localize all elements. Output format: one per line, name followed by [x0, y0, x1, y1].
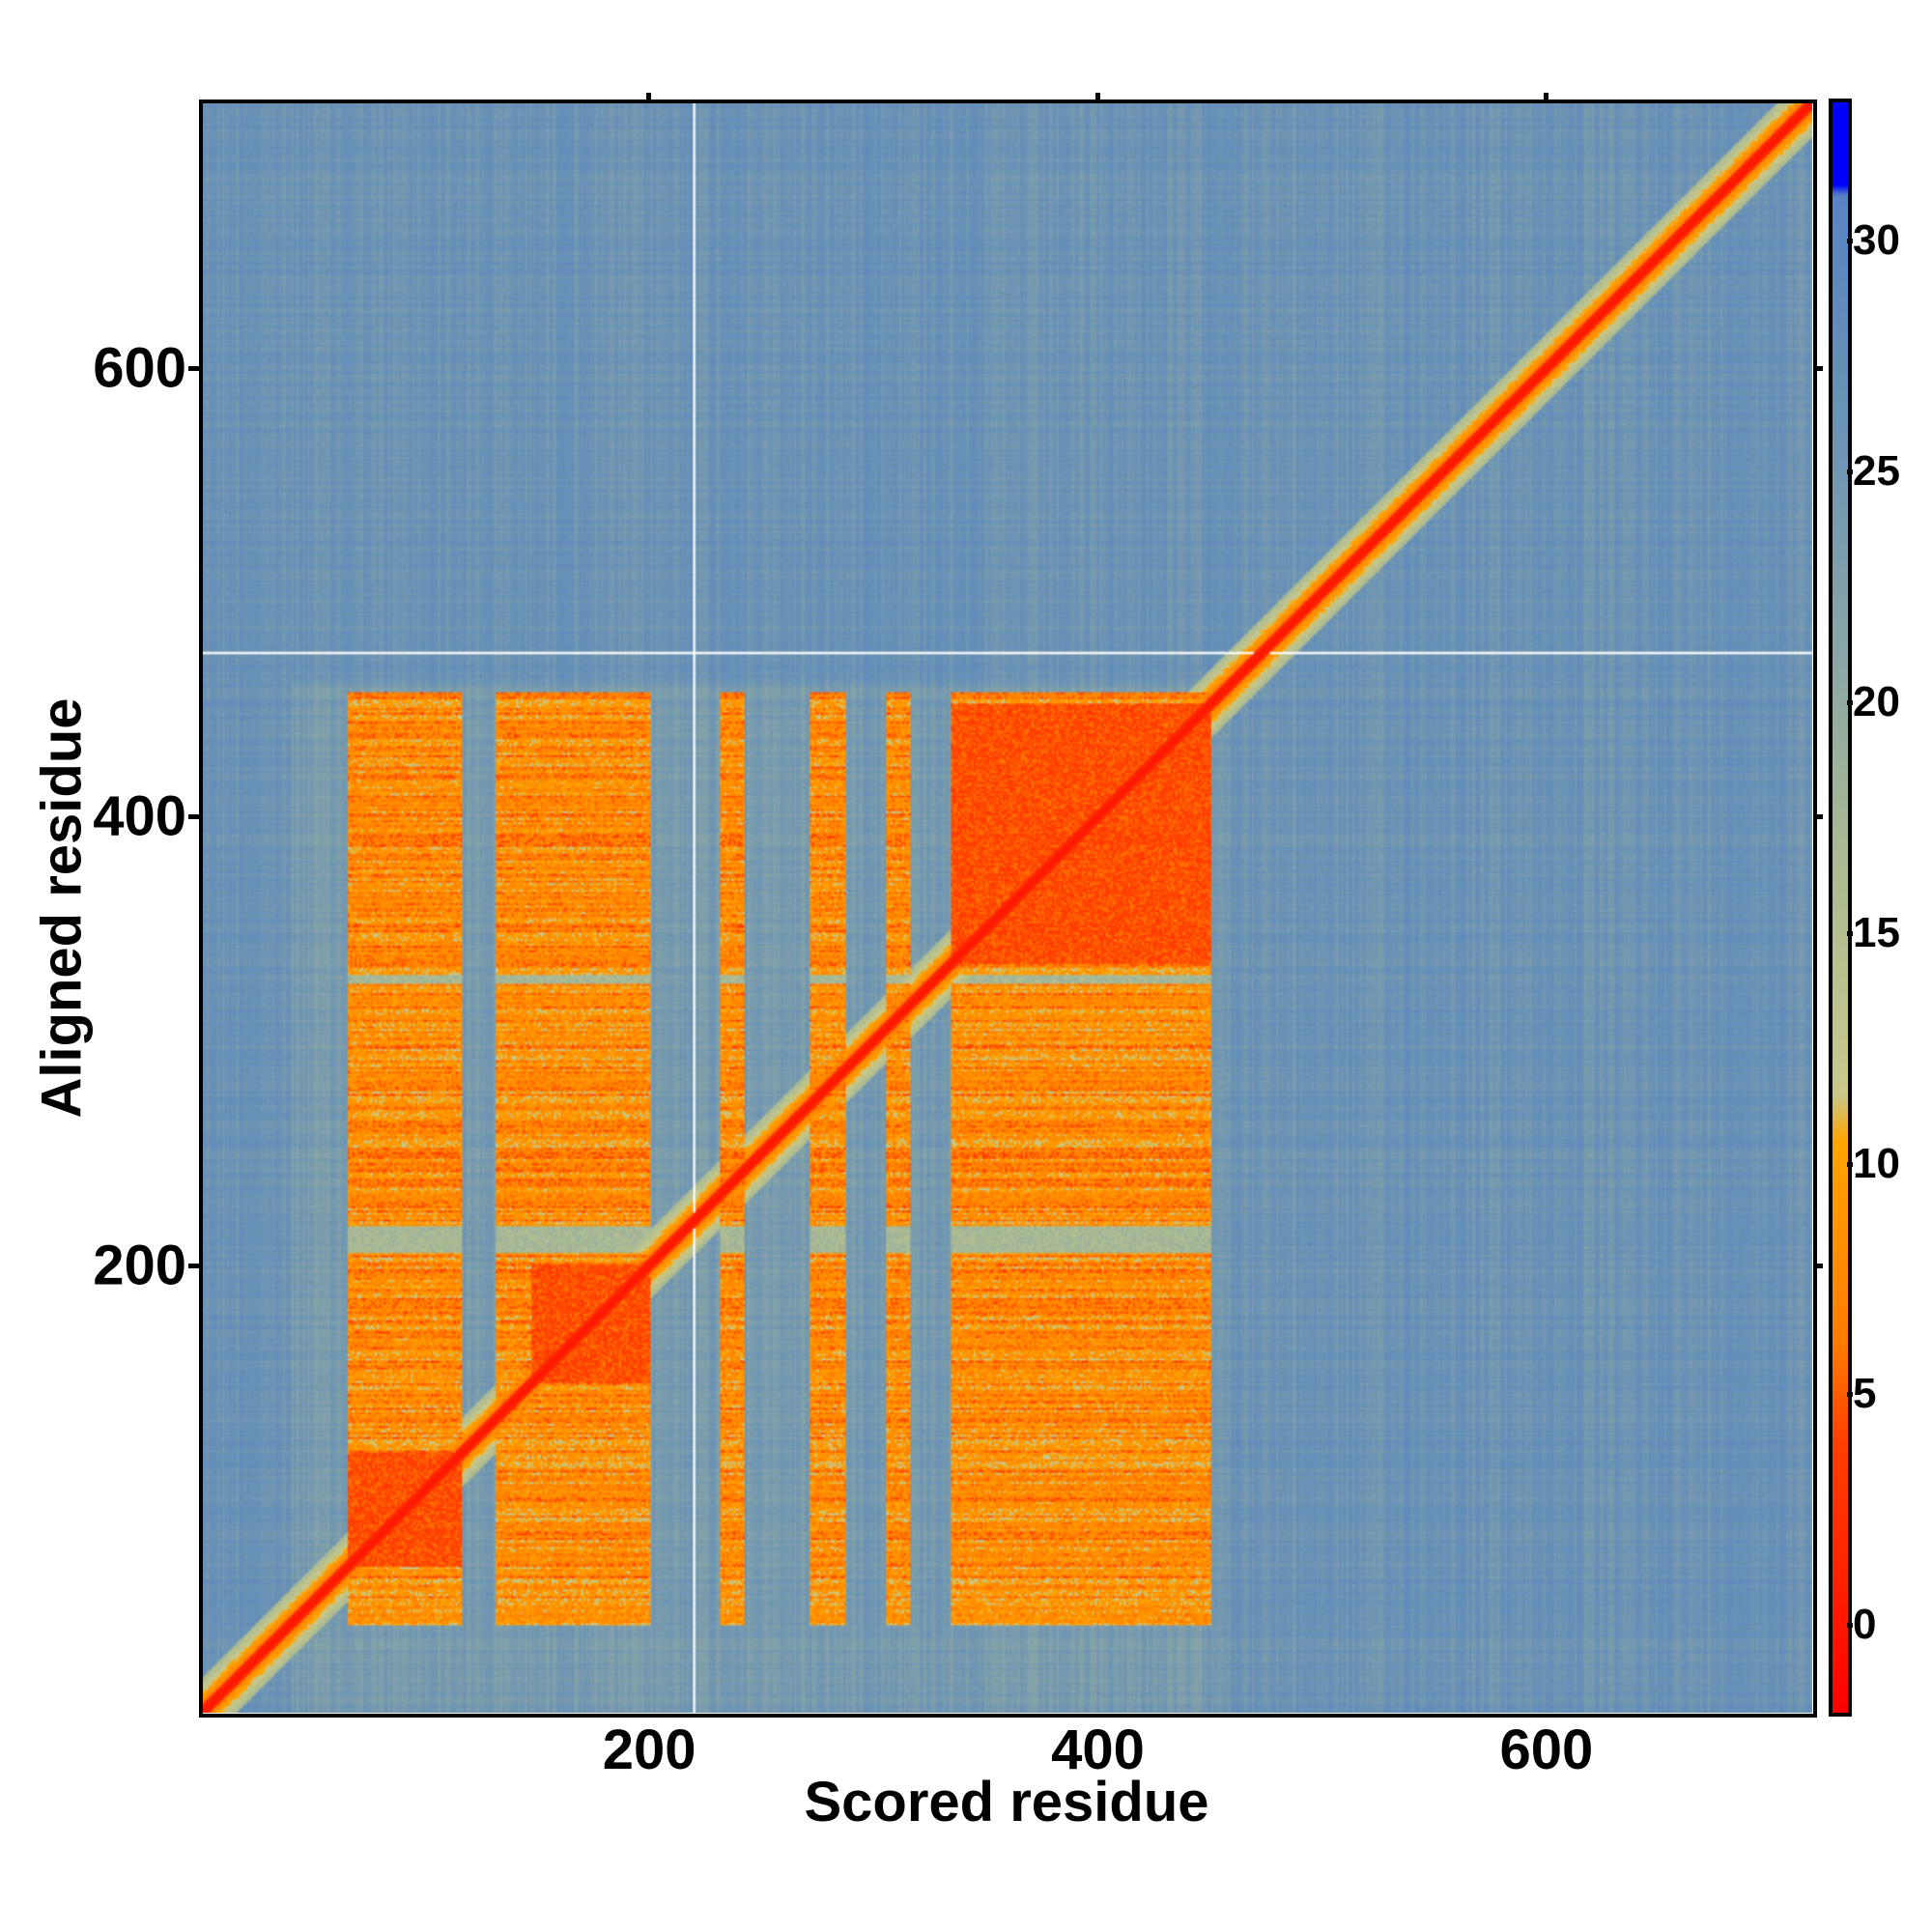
colorbar-tick-label: 30 [1853, 216, 1900, 265]
colorbar-tick-mark [1847, 239, 1853, 244]
x-axis-label: Scored residue [804, 1771, 1209, 1833]
y-tick-mark-right [1813, 1263, 1823, 1268]
x-tick-label: 200 [602, 1719, 696, 1781]
y-tick-label: 200 [93, 1234, 186, 1297]
x-tick-mark-top [646, 93, 652, 102]
colorbar-tick-mark [1847, 930, 1853, 936]
colorbar-frame [1829, 99, 1852, 1717]
colorbar-tick-mark [1847, 699, 1853, 705]
y-tick-mark-left [188, 814, 199, 820]
y-tick-label: 600 [93, 336, 186, 400]
y-axis-label: Aligned residue [30, 697, 94, 1119]
x-tick-label: 600 [1499, 1719, 1594, 1781]
x-tick-mark-top [1094, 93, 1100, 102]
colorbar-tick-label: 20 [1853, 677, 1900, 725]
x-tick-mark-top [1543, 93, 1548, 102]
colorbar-tick-label: 0 [1853, 1601, 1877, 1649]
colorbar-tick-label: 25 [1853, 447, 1900, 496]
heatmap-plot-area [199, 99, 1817, 1718]
y-tick-mark-right [1813, 814, 1823, 820]
y-tick-mark-left [188, 1263, 199, 1268]
colorbar-tick-label: 10 [1853, 1139, 1900, 1187]
colorbar-tick-mark [1847, 1623, 1853, 1629]
y-tick-mark-left [188, 366, 199, 372]
colorbar-tick-label: 5 [1853, 1370, 1877, 1418]
colorbar-tick-mark [1847, 469, 1853, 475]
colorbar-tick-mark [1847, 1161, 1853, 1167]
y-tick-label: 400 [93, 784, 186, 848]
y-tick-mark-right [1813, 366, 1823, 372]
colorbar-gradient [1833, 102, 1848, 1713]
colorbar-tick-mark [1847, 1392, 1853, 1398]
colorbar-tick-label: 15 [1853, 908, 1900, 956]
colorbar [1829, 99, 1852, 1717]
pae-heatmap [202, 102, 1812, 1713]
x-tick-label: 400 [1051, 1719, 1145, 1781]
